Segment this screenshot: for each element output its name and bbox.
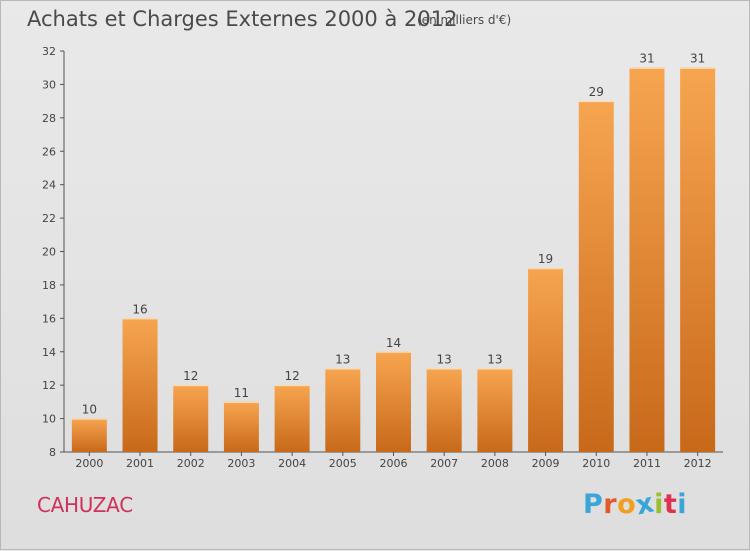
bar-2011 <box>629 67 665 452</box>
bar-2009 <box>528 268 564 452</box>
bar-2005 <box>325 368 361 452</box>
proxiti-logo: Proxiti <box>583 487 688 521</box>
y-tick-label: 8 <box>49 446 56 459</box>
bar <box>325 368 361 452</box>
bar-2006 <box>376 351 411 452</box>
bar-value-label: 29 <box>589 85 604 99</box>
bar-2003 <box>223 401 259 452</box>
logo-letter: o <box>617 489 637 520</box>
x-tick-label: 2011 <box>633 457 661 470</box>
bar <box>71 418 107 452</box>
bar-2008 <box>477 368 513 452</box>
logo-letter: i <box>654 489 664 520</box>
y-tick-label: 24 <box>42 179 56 192</box>
logo-letter: t <box>663 489 678 520</box>
x-tick-label: 2002 <box>177 457 205 470</box>
y-tick-label: 22 <box>42 212 56 225</box>
bar-value-label: 10 <box>82 403 97 417</box>
x-tick-label: 2001 <box>126 457 154 470</box>
bar-value-label: 31 <box>639 52 654 66</box>
logo-letter: P <box>583 489 604 520</box>
bar-value-label: 13 <box>335 352 350 366</box>
logo-letter: r <box>603 489 618 520</box>
y-tick-label: 18 <box>42 279 56 292</box>
y-tick-label: 12 <box>42 379 56 392</box>
y-tick-label: 10 <box>42 413 56 426</box>
bar <box>578 101 614 452</box>
bar <box>629 67 665 452</box>
bar <box>426 368 462 452</box>
x-tick-label: 2009 <box>532 457 560 470</box>
bar <box>274 385 310 452</box>
bar <box>223 401 259 452</box>
bar-value-label: 16 <box>132 302 147 316</box>
bar-value-label: 12 <box>183 369 198 383</box>
bar <box>528 268 564 452</box>
x-tick-label: 2000 <box>75 457 103 470</box>
bar-2012 <box>680 67 716 452</box>
bar-2004 <box>274 385 310 452</box>
x-tick-label: 2008 <box>481 457 509 470</box>
bar <box>376 351 411 452</box>
x-tick-label: 2006 <box>380 457 408 470</box>
x-tick-label: 2010 <box>582 457 610 470</box>
commune-name: CAHUZAC <box>37 493 133 517</box>
x-tick-label: 2004 <box>278 457 306 470</box>
bar-2007 <box>426 368 462 452</box>
bars <box>71 67 716 452</box>
bar <box>477 368 513 452</box>
chart-subtitle: (en milliers d'€) <box>417 13 512 27</box>
bar <box>122 318 158 452</box>
bar-value-label: 12 <box>284 369 299 383</box>
logo-letter: i <box>677 489 688 520</box>
y-tick-label: 28 <box>42 112 56 125</box>
x-tick-label: 2007 <box>430 457 458 470</box>
bar-value-label: 19 <box>538 252 553 266</box>
y-tick-label: 30 <box>42 78 56 91</box>
bar-2001 <box>122 318 158 452</box>
y-tick-label: 20 <box>42 246 56 259</box>
bar-value-label: 31 <box>690 52 705 66</box>
bar-2002 <box>173 385 209 452</box>
y-tick-label: 32 <box>42 45 56 58</box>
value-labels: 10 16 12 11 12 13 14 13 13 19 29 31 31 <box>82 52 706 417</box>
bar-value-label: 11 <box>234 386 249 400</box>
chart-title: Achats et Charges Externes 2000 à 2012 <box>27 7 458 31</box>
x-tick-label: 2012 <box>684 457 712 470</box>
x-tick-label: 2003 <box>227 457 255 470</box>
bar <box>680 67 716 452</box>
x-axis: 2000 2001 2002 2003 2004 2005 2006 2007 2008 2009… <box>64 451 723 470</box>
bar-value-label: 14 <box>386 336 401 350</box>
bar <box>173 385 209 452</box>
bar-2000 <box>71 418 107 452</box>
y-axis: 8 10 12 14 16 18 20 22 24 26 28 30 32 <box>42 45 65 459</box>
bar-2010 <box>578 101 614 452</box>
bar-value-label: 13 <box>487 352 502 366</box>
y-tick-label: 26 <box>42 145 56 158</box>
y-tick-label: 16 <box>42 312 56 325</box>
bar-value-label: 13 <box>437 352 452 366</box>
y-tick-label: 14 <box>42 346 56 359</box>
x-tick-label: 2005 <box>329 457 357 470</box>
